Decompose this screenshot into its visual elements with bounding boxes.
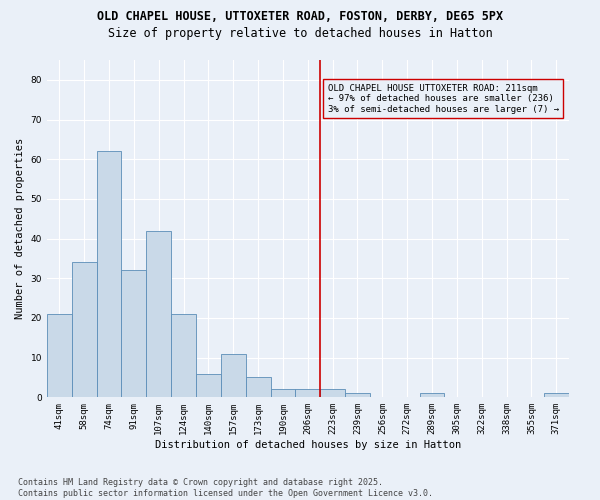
Bar bbox=[295, 390, 320, 398]
Y-axis label: Number of detached properties: Number of detached properties bbox=[15, 138, 25, 320]
Bar bbox=[47, 314, 72, 398]
Bar bbox=[171, 314, 196, 398]
Bar bbox=[196, 374, 221, 398]
X-axis label: Distribution of detached houses by size in Hatton: Distribution of detached houses by size … bbox=[155, 440, 461, 450]
Bar bbox=[544, 394, 569, 398]
Bar bbox=[320, 390, 345, 398]
Text: Contains HM Land Registry data © Crown copyright and database right 2025.
Contai: Contains HM Land Registry data © Crown c… bbox=[18, 478, 433, 498]
Bar bbox=[146, 230, 171, 398]
Bar bbox=[221, 354, 245, 398]
Bar bbox=[245, 378, 271, 398]
Bar bbox=[97, 152, 121, 398]
Text: OLD CHAPEL HOUSE UTTOXETER ROAD: 211sqm
← 97% of detached houses are smaller (23: OLD CHAPEL HOUSE UTTOXETER ROAD: 211sqm … bbox=[328, 84, 559, 114]
Bar bbox=[271, 390, 295, 398]
Bar bbox=[419, 394, 445, 398]
Text: Size of property relative to detached houses in Hatton: Size of property relative to detached ho… bbox=[107, 28, 493, 40]
Bar bbox=[345, 394, 370, 398]
Text: OLD CHAPEL HOUSE, UTTOXETER ROAD, FOSTON, DERBY, DE65 5PX: OLD CHAPEL HOUSE, UTTOXETER ROAD, FOSTON… bbox=[97, 10, 503, 23]
Bar bbox=[72, 262, 97, 398]
Bar bbox=[121, 270, 146, 398]
